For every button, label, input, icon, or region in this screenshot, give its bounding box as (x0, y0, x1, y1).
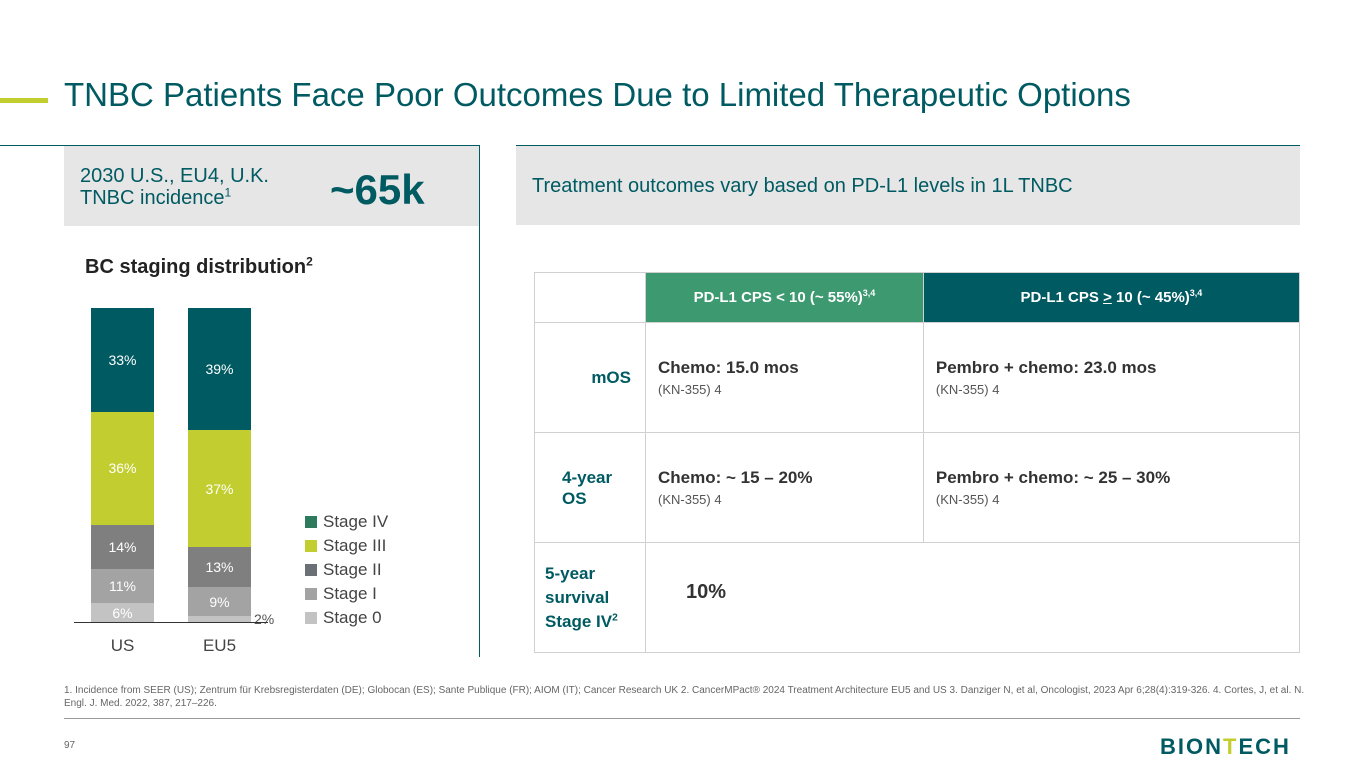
x-axis (74, 622, 268, 623)
legend-label: Stage II (323, 560, 382, 579)
table-row: 5-year survival Stage IV2 10% (534, 542, 1300, 653)
outcomes-header: Treatment outcomes vary based on PD-L1 l… (532, 175, 1073, 197)
data-label: 9% (209, 593, 230, 610)
bar-segment-stage-iii: 36% (91, 411, 154, 525)
footnote-ref: 1 (224, 185, 232, 200)
legend-swatch (305, 563, 317, 576)
footer-divider (64, 718, 1300, 719)
x-tick-label: US (110, 636, 135, 655)
bar-segment-stage-iv: 33% (91, 308, 154, 412)
data-label: 14% (108, 538, 137, 555)
incidence-label: 2030 U.S., EU4, U.K. TNBC incidence1 (80, 165, 320, 209)
legend-swatch (305, 539, 317, 552)
data-label: 11% (109, 577, 136, 594)
bar-segment-stage-i: 9% (188, 587, 251, 616)
row-label: 5-year survival Stage IV2 (534, 542, 646, 653)
data-label: 39% (205, 361, 234, 378)
bar-segment-stage-i: 11% (91, 568, 154, 604)
page-title: TNBC Patients Face Poor Outcomes Due to … (64, 76, 1131, 113)
divider (516, 145, 1300, 146)
data-label: 33% (108, 351, 137, 368)
bar-segment-stage-iii: 37% (188, 430, 251, 547)
header-cps-low: PD-L1 CPS < 10 (~ 55%)3,4 (645, 272, 924, 323)
legend-item: Stage IV (305, 512, 388, 531)
cell: Chemo: 15.0 mos (KN-355) 4 (645, 322, 924, 433)
bar-segment-stage-0 (188, 615, 251, 622)
legend-item: Stage III (305, 536, 386, 555)
divider (0, 145, 480, 146)
legend-item: Stage I (305, 584, 377, 603)
data-label: 6% (112, 604, 133, 621)
cell: Pembro + chemo: 23.0 mos (KN-355) 4 (922, 322, 1301, 433)
data-label: 37% (205, 480, 234, 497)
page-number: 97 (64, 740, 76, 751)
title-accent-bar (0, 98, 48, 103)
legend-label: Stage IV (323, 512, 389, 531)
data-label: 36% (108, 460, 137, 477)
cell: Pembro + chemo: ~ 25 – 30% (KN-355) 4 (922, 432, 1301, 543)
survival-value: 10% (645, 542, 1300, 653)
row-label: 4-year OS (534, 432, 646, 543)
bar-segment-stage-iv: 39% (188, 308, 251, 431)
legend-label: Stage 0 (323, 608, 382, 627)
legend-item: Stage II (305, 560, 382, 579)
divider (479, 145, 480, 657)
cell: Chemo: ~ 15 – 20% (KN-355) 4 (645, 432, 924, 543)
table-row: mOS Chemo: 15.0 mos (KN-355) 4 Pembro + c… (534, 322, 1301, 433)
header-cps-high: PD-L1 CPS > 10 (~ 45%)3,4 (922, 272, 1301, 323)
table-row: 4-year OS Chemo: ~ 15 – 20% (KN-355) 4 Pem… (534, 432, 1301, 543)
incidence-label-line1: 2030 U.S., EU4, U.K. (80, 165, 269, 187)
outcomes-table: PD-L1 CPS < 10 (~ 55%)3,4 PD-L1 CPS > 10… (534, 272, 1301, 653)
legend-label: Stage I (323, 584, 377, 603)
legend-swatch (305, 611, 317, 624)
row-label: mOS (534, 322, 646, 433)
incidence-value: ~65k (330, 166, 425, 213)
legend-swatch (305, 515, 317, 528)
empty-header-cell (534, 272, 646, 323)
legend-item: Stage 0 (305, 608, 382, 627)
data-label: 2% (254, 610, 275, 627)
data-label: 13% (205, 559, 234, 576)
incidence-label-line2: TNBC incidence (80, 187, 225, 209)
x-tick-label: EU5 (202, 636, 237, 655)
chart-title: BC staging distribution2 (85, 254, 313, 279)
legend-label: Stage III (323, 536, 387, 555)
bar-segment-stage-0: 6% (91, 603, 154, 622)
outcomes-header-box (516, 146, 1300, 225)
chart-title-text: BC staging distribution (85, 256, 307, 278)
bar-segment-stage-ii: 14% (91, 524, 154, 569)
footnote: 1. Incidence from SEER (US); Zentrum für… (64, 685, 1305, 709)
legend-swatch (305, 587, 317, 600)
bar-segment-stage-ii: 13% (188, 546, 251, 588)
footnote-ref: 2 (306, 254, 313, 269)
incidence-box (64, 146, 479, 226)
biontech-logo: BIONTECH (1160, 734, 1291, 759)
